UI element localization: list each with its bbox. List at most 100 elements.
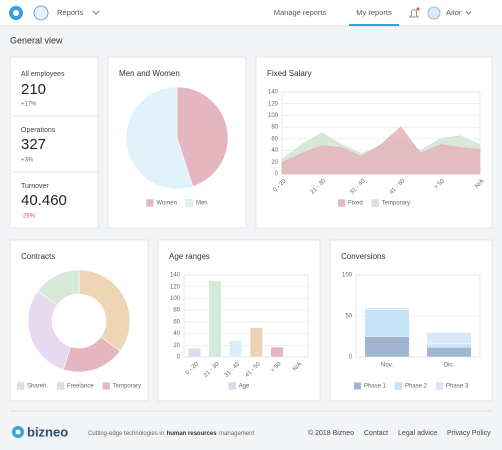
y-tick-label: 80 [173, 308, 180, 314]
y-tick-label: 50 [345, 314, 352, 320]
kpi-change: +3% [21, 158, 34, 164]
y-tick-label: 0 [349, 355, 353, 361]
avatar[interactable] [427, 6, 441, 20]
kpi-label: Turnover [21, 183, 49, 190]
bar-segment [364, 336, 410, 358]
plot-frame [183, 274, 309, 358]
legend-label: Temporary [382, 201, 410, 207]
bar [187, 348, 201, 358]
active-underline [349, 24, 399, 26]
kpi-label: Operations [21, 127, 56, 134]
bar-segment [426, 332, 472, 345]
bell-icon[interactable] [409, 9, 419, 18]
tagline-bold: human resources [167, 431, 218, 437]
footer-link[interactable]: Legal advice [398, 430, 437, 437]
legend-swatch [353, 382, 362, 390]
bar-segment [364, 309, 410, 337]
bar-segment [364, 307, 410, 310]
y-tick-label: 100 [268, 113, 279, 119]
chart-title: Fixed Salary [267, 69, 311, 78]
brand: bizneo [27, 424, 68, 439]
kpi-label: All employees [21, 71, 65, 78]
y-tick-label: 20 [271, 160, 278, 166]
nav-link-active[interactable]: My reports [356, 8, 392, 17]
y-tick-label: 60 [173, 319, 180, 325]
legend-swatch [185, 199, 194, 207]
legend-label: Phase 2 [405, 384, 428, 390]
bar-segment [426, 343, 472, 348]
tagline: Cutting-edge technologies in human resour… [88, 431, 254, 437]
nav-link[interactable]: Manage reports [274, 8, 327, 17]
legend-label: Freelance [67, 384, 94, 390]
y-tick-label: 140 [170, 273, 181, 279]
slice [27, 290, 72, 370]
kpi-change: -26% [21, 214, 36, 220]
legend-label: Age [239, 384, 250, 390]
y-tick-label: 0 [177, 355, 181, 361]
y-tick-label: 40 [173, 331, 180, 337]
plot-frame [355, 274, 481, 358]
legend-swatch [102, 382, 110, 390]
chart-title: Contracts [21, 252, 55, 261]
slice [125, 86, 194, 190]
legend-label: Men [196, 201, 208, 207]
legend-label: Women [156, 201, 177, 207]
legend-label: Phase 3 [446, 384, 469, 390]
y-tick-label: 140 [268, 90, 279, 96]
copyright: © 2018 Bizneo [308, 429, 354, 437]
chart-card [329, 239, 493, 402]
slice [78, 269, 131, 352]
footer-logo-dot [15, 429, 21, 435]
legend-swatch [371, 199, 379, 207]
reports-menu[interactable]: Reports [57, 8, 84, 17]
chart-title: Men and Women [119, 69, 180, 78]
legend-swatch [146, 199, 154, 207]
area [281, 126, 481, 175]
y-tick-label: 100 [342, 273, 353, 279]
bar [208, 280, 222, 358]
footer-link[interactable]: Privacy Policy [447, 430, 491, 437]
user-name[interactable]: Aitor [446, 8, 462, 17]
x-tick-label: N/A [474, 178, 485, 189]
tagline-part: Cutting-edge technologies in [88, 431, 164, 437]
top-bar [0, 0, 502, 26]
chevron [465, 11, 472, 15]
tagline-part: management [219, 431, 254, 437]
legend-swatch [394, 382, 403, 390]
legend-swatch [337, 199, 346, 207]
kpi-card [9, 56, 99, 229]
notification-dot [416, 7, 420, 11]
x-tick-label: Nov. [381, 363, 393, 369]
kpi-value: 327 [21, 136, 46, 153]
bar [270, 346, 284, 358]
app-logo-dot [13, 10, 19, 16]
chart-title: Age ranges [169, 252, 210, 261]
bar [229, 340, 243, 358]
kpi-value: 40.460 [21, 192, 67, 209]
legend-label: Temporary [113, 384, 141, 390]
y-tick-label: 120 [170, 284, 181, 290]
legend-label: Phase 1 [364, 384, 387, 390]
y-tick-label: 60 [271, 136, 278, 142]
x-tick-label: N/A [292, 361, 303, 372]
page-title: General view [10, 35, 63, 45]
chart-card [157, 239, 321, 402]
slice [176, 86, 229, 187]
bar [249, 327, 263, 358]
slice [37, 269, 80, 306]
y-tick-label: 80 [271, 125, 278, 131]
kpi-change: +17% [21, 102, 37, 108]
legend-swatch [16, 382, 25, 390]
y-tick-label: 100 [170, 296, 181, 302]
x-tick-label: Dic. [444, 363, 455, 369]
chevron [92, 10, 100, 15]
bar-segment [426, 346, 472, 358]
reports-icon [33, 5, 49, 21]
y-tick-label: 20 [173, 343, 180, 349]
kpi-value: 210 [21, 81, 46, 98]
y-tick-label: 120 [268, 101, 279, 107]
legend-label: Shareh. [27, 384, 48, 390]
chart-title: Conversions [341, 252, 385, 261]
footer-link[interactable]: Contact [364, 430, 388, 437]
